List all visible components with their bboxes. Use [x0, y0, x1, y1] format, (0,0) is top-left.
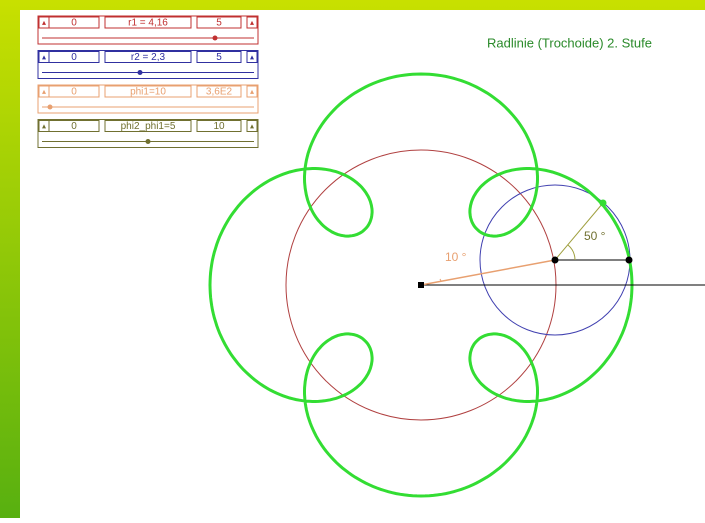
slider-min: 0: [71, 52, 77, 63]
field: [48, 85, 100, 98]
point: [551, 256, 559, 264]
field: [48, 120, 100, 132]
spin: ▴: [250, 87, 254, 96]
slider-max: 5: [216, 52, 222, 63]
angle-label: 50 °: [584, 229, 606, 243]
slider-min: 0: [71, 18, 77, 29]
origin: [418, 282, 424, 288]
angle-label: 10 °: [445, 250, 467, 264]
spin: ▴: [42, 122, 46, 131]
spin: ▴: [42, 87, 46, 96]
spin: ▴: [42, 18, 46, 27]
field: [246, 16, 258, 29]
spin: ▴: [250, 122, 254, 131]
spin: ▴: [250, 18, 254, 27]
spin: ▴: [42, 53, 46, 62]
field: [196, 16, 242, 29]
title: Radlinie (Trochoide) 2. Stufe: [487, 35, 652, 50]
field: [104, 85, 192, 98]
slider-max: 3,6E2: [206, 87, 233, 98]
field: [246, 120, 258, 132]
slider-max: 10: [213, 121, 225, 132]
arm-1: [420, 259, 556, 286]
tracer-point: [599, 199, 607, 207]
field: [104, 16, 192, 29]
field: [196, 120, 242, 132]
trochoid: [208, 72, 634, 498]
slider-max: 5: [216, 18, 222, 29]
slider-knob[interactable]: [145, 139, 151, 144]
angle-arc-2: [567, 244, 576, 261]
slider-label: phi2_phi1=5: [121, 121, 176, 132]
field: [246, 85, 258, 98]
field: [104, 51, 192, 63]
spin: ▴: [250, 53, 254, 62]
arm-2: [554, 202, 604, 261]
slider-knob[interactable]: [137, 70, 143, 75]
angle-arc-1: [439, 278, 442, 282]
field: [104, 120, 192, 132]
field: [246, 51, 258, 63]
slider-label: phi1=10: [130, 87, 166, 98]
field: [48, 51, 100, 63]
field: [196, 85, 242, 98]
slider-min: 0: [71, 87, 77, 98]
slider-label: r1 = 4,16: [128, 18, 168, 29]
point: [625, 256, 633, 264]
slider-knob[interactable]: [47, 104, 53, 110]
slider-knob[interactable]: [212, 35, 218, 41]
field: [196, 51, 242, 63]
slider-label: r2 = 2,3: [131, 52, 166, 63]
field: [48, 16, 100, 29]
slider-min: 0: [71, 121, 77, 132]
